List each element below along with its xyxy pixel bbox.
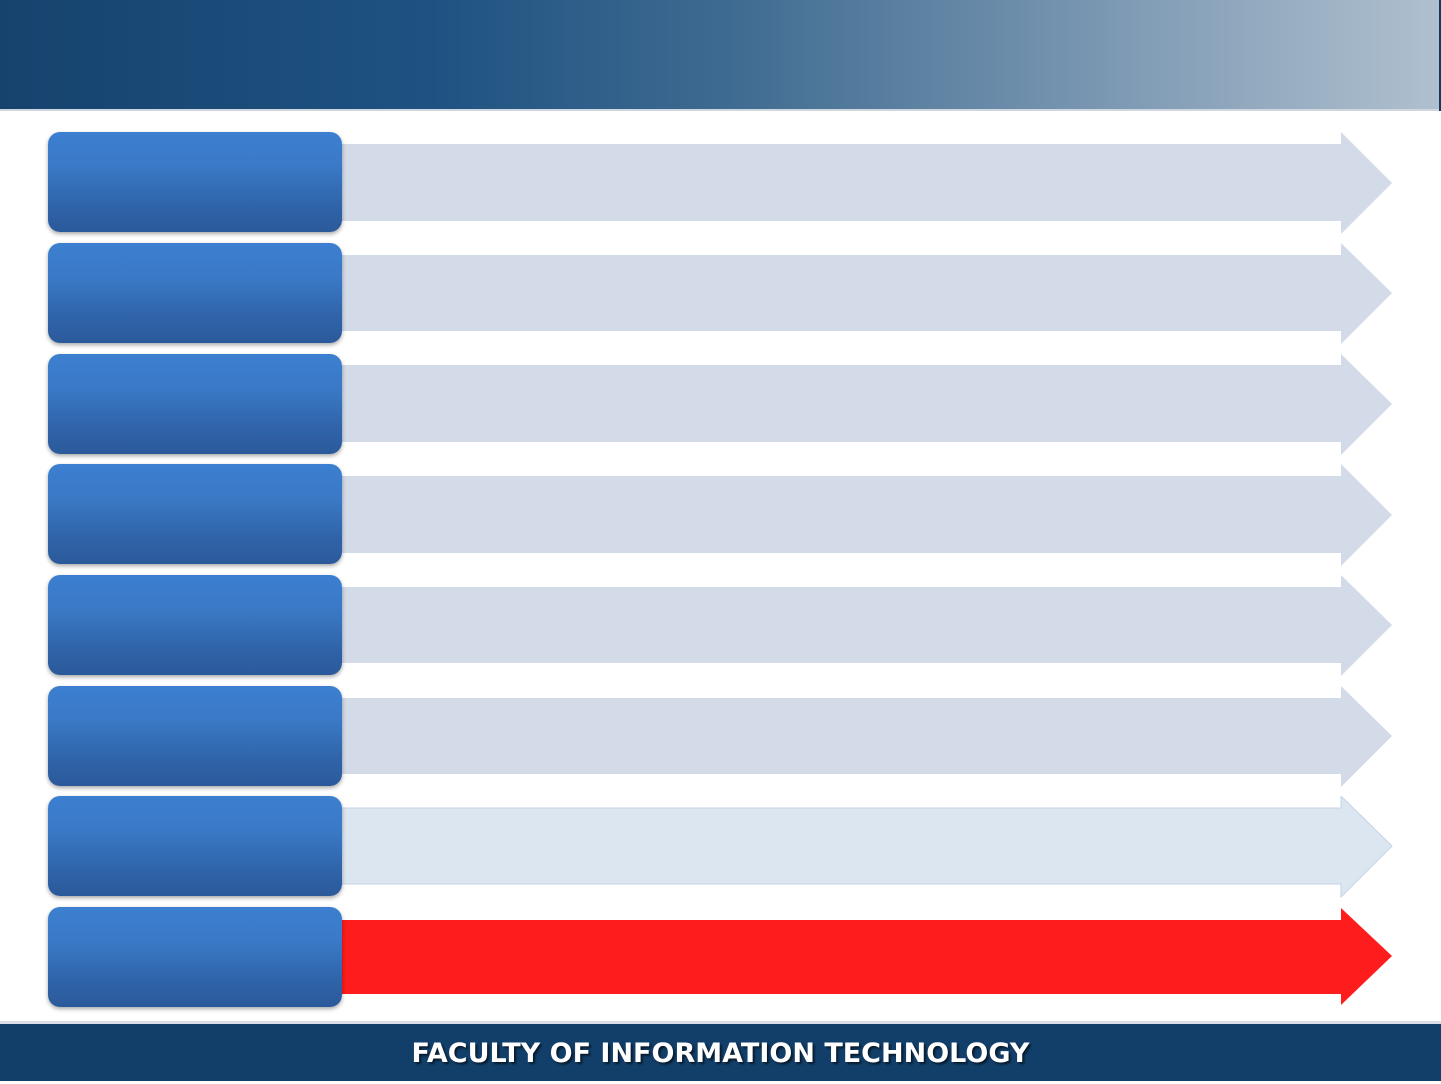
label-text-1 (48, 132, 342, 232)
arrow-text-1 (360, 132, 1340, 234)
label-box-2 (48, 243, 342, 343)
label-text-5 (48, 575, 342, 675)
arrow-shape-4 (330, 464, 1392, 566)
label-text-4 (48, 464, 342, 564)
diagram-row-1 (0, 132, 1441, 234)
diagram-row-8 (0, 907, 1441, 1009)
footer-band: FACULTY OF INFORMATION TECHNOLOGY (0, 1021, 1441, 1081)
label-box-8 (48, 907, 342, 1007)
label-text-3 (48, 354, 342, 454)
label-box-6 (48, 686, 342, 786)
label-text-7 (48, 796, 342, 896)
arrow-text-7 (360, 796, 1340, 898)
arrow-text-4 (360, 464, 1340, 566)
arrow-polygon (330, 243, 1392, 344)
diagram-row-2 (0, 243, 1441, 345)
arrow-2 (330, 243, 1394, 345)
header-edge (1439, 0, 1441, 111)
label-box-5 (48, 575, 342, 675)
arrow-shape-3 (330, 354, 1392, 455)
header-band (0, 0, 1441, 111)
arrow-shape-7 (330, 796, 1393, 898)
diagram-row-3 (0, 354, 1441, 456)
diagram-row-5 (0, 575, 1441, 677)
label-box-4 (48, 464, 342, 564)
arrow-shape-2 (330, 243, 1392, 344)
arrow-text-2 (360, 243, 1340, 345)
label-box-7 (48, 796, 342, 896)
arrow-text-8 (360, 907, 1340, 1009)
arrow-shape-1 (330, 132, 1392, 234)
arrow-polygon (330, 908, 1392, 1005)
arrow-4 (330, 464, 1394, 566)
label-text-2 (48, 243, 342, 343)
arrow-8 (330, 907, 1394, 1009)
arrow-polygon (330, 464, 1392, 566)
arrow-text-3 (360, 354, 1340, 456)
arrow-1 (330, 132, 1394, 234)
diagram-row-4 (0, 464, 1441, 566)
arrow-shape-6 (330, 686, 1392, 787)
arrow-polygon (330, 354, 1392, 455)
label-text-8 (48, 907, 342, 1007)
arrow-7 (330, 796, 1394, 898)
label-box-3 (48, 354, 342, 454)
arrow-5 (330, 575, 1394, 677)
arrow-6 (330, 686, 1394, 788)
label-text-6 (48, 686, 342, 786)
arrow-text-6 (360, 686, 1340, 788)
diagram-row-7 (0, 796, 1441, 898)
arrow-polygon (330, 686, 1392, 787)
arrow-shape-8 (330, 908, 1392, 1005)
footer-title: FACULTY OF INFORMATION TECHNOLOGY (411, 1038, 1030, 1069)
arrow-polygon (330, 132, 1392, 234)
arrow-shape-5 (330, 575, 1392, 676)
arrow-polygon (330, 796, 1393, 898)
label-box-1 (48, 132, 342, 232)
diagram-row-6 (0, 686, 1441, 788)
arrow-polygon (330, 575, 1392, 676)
arrow-3 (330, 354, 1394, 456)
arrow-text-5 (360, 575, 1340, 677)
